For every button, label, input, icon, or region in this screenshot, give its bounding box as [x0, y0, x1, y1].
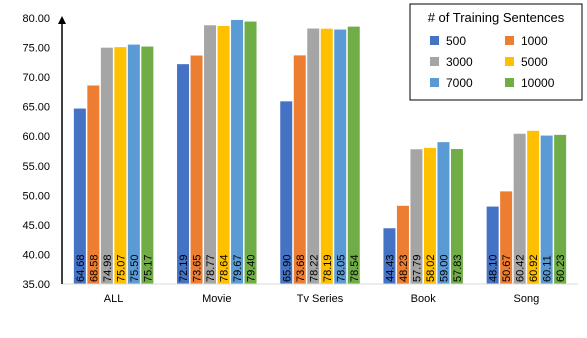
data-label: 75.07	[115, 254, 127, 282]
category-label: Song	[514, 293, 540, 305]
bar-5000-movie	[217, 26, 230, 284]
data-label: 78.05	[335, 254, 347, 282]
bar-3000-movie	[204, 25, 217, 285]
bar-500-song	[486, 206, 499, 284]
data-label: 75.17	[142, 254, 154, 282]
data-label: 68.58	[88, 254, 100, 282]
bar-1000-book	[396, 205, 409, 284]
bar-5000-book	[423, 147, 436, 284]
bar-7000-all	[127, 44, 140, 284]
bar-10000-song	[554, 134, 567, 284]
bar-10000-all	[141, 46, 154, 285]
legend: # of Training Sentences 500 1000 3000 5000 7…	[409, 3, 583, 101]
bar-1000-song	[500, 191, 513, 284]
data-label: 74.98	[102, 254, 114, 282]
bar-3000-song	[513, 133, 526, 284]
data-label: 78.77	[205, 254, 217, 282]
y-tick-label: 70.00	[22, 72, 50, 84]
bar-10000-tv-series	[347, 26, 360, 285]
y-tick-label: 65.00	[22, 102, 50, 114]
legend-label: 5000	[521, 55, 548, 69]
legend-label: 1000	[521, 34, 548, 48]
data-label: 65.90	[281, 254, 293, 282]
y-tick-label: 50.00	[22, 190, 50, 202]
bar-7000-tv-series	[334, 29, 347, 284]
bar-1000-tv-series	[293, 55, 306, 285]
bar-500-tv-series	[280, 101, 293, 284]
data-label: 60.23	[555, 254, 567, 282]
data-label: 64.68	[75, 254, 87, 282]
bar-500-all	[73, 108, 86, 284]
data-label: 72.19	[178, 254, 190, 282]
legend-label: 500	[446, 34, 466, 48]
category-label: Book	[411, 293, 437, 305]
data-label: 78.19	[322, 254, 334, 282]
bar-series	[73, 19, 567, 285]
bar-10000-movie	[244, 21, 257, 285]
legend-label: 10000	[521, 76, 555, 90]
legend-swatch	[505, 36, 514, 45]
legend-label: 7000	[446, 76, 473, 90]
data-label: 59.00	[438, 254, 450, 282]
data-label: 60.42	[515, 254, 527, 282]
data-label: 60.11	[542, 255, 554, 282]
bar-3000-tv-series	[307, 28, 320, 285]
category-label: Movie	[202, 293, 231, 305]
bar-500-book	[383, 228, 396, 284]
data-label: 58.02	[425, 254, 437, 282]
data-label: 73.68	[295, 254, 307, 282]
legend-items: 500 1000 3000 5000 7000 10000	[430, 34, 555, 90]
data-label: 60.92	[528, 254, 540, 282]
legend-swatch	[430, 57, 439, 66]
data-label: 57.79	[411, 254, 423, 282]
bar-5000-song	[527, 130, 540, 284]
y-tick-label: 45.00	[22, 220, 50, 232]
data-label: 73.65	[192, 254, 204, 282]
legend-label: 3000	[446, 55, 473, 69]
y-tick-label: 55.00	[22, 161, 50, 173]
bar-10000-book	[450, 149, 463, 284]
y-axis-arrow-icon	[58, 16, 66, 24]
legend-swatch	[505, 57, 514, 66]
data-label: 48.10	[488, 254, 500, 282]
y-axis	[58, 16, 66, 284]
data-label: 50.67	[501, 254, 513, 282]
bar-1000-movie	[190, 55, 203, 285]
legend-swatch	[430, 78, 439, 87]
bar-500-movie	[177, 64, 190, 285]
y-axis-ticks: 35.00 40.00 45.00 50.00 55.00 60.00 65.00 70.00…	[22, 13, 50, 291]
bar-7000-movie	[231, 19, 244, 285]
y-tick-label: 40.00	[22, 249, 50, 261]
category-label: Tv Series	[297, 293, 344, 305]
bar-3000-all	[100, 47, 113, 284]
bar-5000-tv-series	[320, 28, 333, 284]
legend-swatch	[430, 36, 439, 45]
y-tick-label: 60.00	[22, 131, 50, 143]
legend-title: # of Training Sentences	[428, 10, 565, 25]
data-labels: 64.68 68.58 74.98 75.07 75.50 75.17 72.19 73.65…	[75, 254, 567, 282]
bar-7000-song	[540, 135, 553, 284]
bar-7000-book	[437, 142, 450, 284]
bar-3000-book	[410, 149, 423, 284]
y-tick-label: 80.00	[22, 13, 50, 25]
category-label: ALL	[104, 293, 124, 305]
y-tick-label: 35.00	[22, 279, 50, 291]
data-label: 79.40	[246, 254, 258, 282]
data-label: 57.83	[452, 254, 464, 282]
data-label: 78.54	[349, 254, 361, 282]
legend-swatch	[505, 78, 514, 87]
data-label: 75.50	[129, 254, 141, 282]
data-label: 44.43	[384, 254, 396, 282]
data-label: 48.23	[398, 254, 410, 282]
bar-5000-all	[114, 47, 127, 284]
data-label: 78.64	[219, 254, 231, 282]
data-label: 79.67	[232, 254, 244, 282]
category-labels: ALL Movie Tv Series Book Song	[104, 293, 539, 305]
bar-1000-all	[87, 85, 100, 285]
data-label: 78.22	[308, 254, 320, 282]
y-tick-label: 75.00	[22, 43, 50, 55]
